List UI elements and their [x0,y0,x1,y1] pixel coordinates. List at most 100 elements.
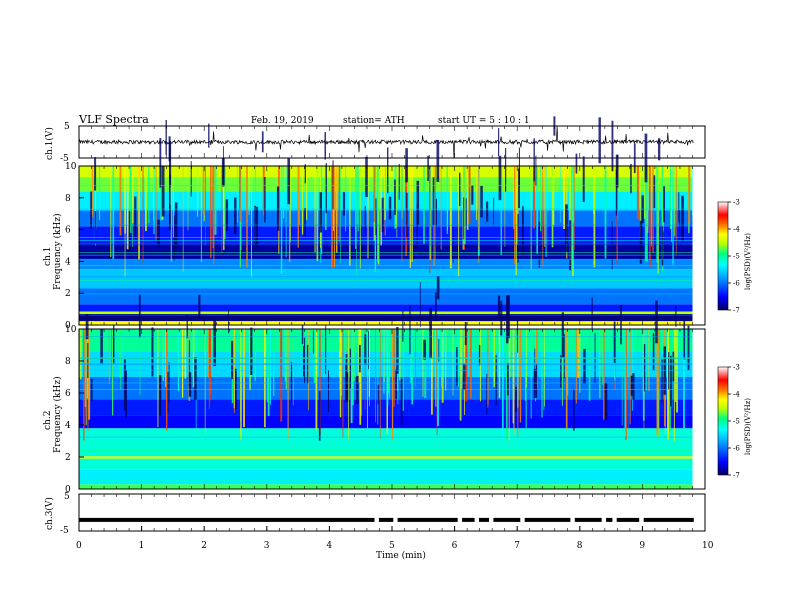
ch3-frame [78,493,706,532]
spectrogram-streak [221,166,223,254]
spectrogram-gap [208,123,210,148]
spectrogram-streak [157,329,159,427]
spectrogram-streak [153,166,154,221]
spectrogram-line [79,389,693,390]
spectrogram-streak [544,329,545,407]
ch2-spectrogram-ytick-label: 0 [65,485,71,495]
spectrogram-line [79,314,693,316]
spectrogram-line [79,293,693,295]
spectrogram-gap [620,304,622,345]
spectrogram-gap [658,138,661,161]
x-tick-label: 3 [264,541,270,551]
spectrogram-streak [160,166,163,221]
spectrogram-streak [593,166,596,268]
spectrogram-streak [512,329,514,424]
spectrogram-streak [452,329,454,396]
spectrogram-streak [437,329,439,427]
spectrogram-streak [468,166,471,224]
spectrogram-line [79,358,693,359]
spectrogram-gap [113,325,115,364]
spectrogram-streak [636,166,639,220]
spectrogram-gap [505,148,507,192]
spectrogram-streak [661,166,664,271]
spectrogram-gap [506,295,509,344]
spectrogram-streak [112,166,115,260]
spectrogram-gap [261,131,264,153]
spectrogram-streak [616,166,618,264]
spectrogram-gap [94,157,97,191]
spectrogram-streak [391,329,394,440]
spectrogram-empty [692,329,705,489]
ch3-trace [79,517,694,522]
spectrogram-gap [368,331,369,370]
spectrogram-line [79,436,693,438]
spectrogram-streak [563,166,566,229]
spectrogram-gap [231,340,234,380]
spectrogram-streak [224,166,226,239]
ch2-colorbar-label: log(PSD)(V²/Hz) [744,398,752,455]
spectrogram-streak [92,166,94,218]
spectrogram-streak [631,329,633,411]
spectrogram-streak [478,166,480,250]
spectrogram-gap [462,363,466,390]
spectrogram-streak [285,166,287,258]
spectrogram-gap [518,147,520,187]
ch3-trace-segment [574,517,602,522]
spectrogram-streak [239,166,241,222]
spectrogram-gap [681,195,684,242]
spectrogram-gap [264,177,266,223]
spectrogram-gap [534,348,536,389]
spectrogram-gap [318,391,321,441]
spectrogram-streak [340,166,341,264]
spectrogram-gap [402,310,404,342]
ch3-trace-segment [606,517,613,522]
spectrogram-streak [395,166,397,228]
spectrogram-streak [197,166,199,217]
spectrogram-streak [145,166,147,232]
spectrogram-gap [151,327,154,377]
spectrogram-streak [567,329,569,396]
spectrogram-gap [495,355,497,406]
spectrogram-band [79,484,693,489]
spectrogram-streak [530,166,532,270]
spectrogram-gap [517,316,519,353]
spectrogram-streak [648,329,650,392]
spectrogram-gap [435,292,437,322]
ch2-spectrogram-ylabel-line1: ch.2 [43,411,53,430]
spectrogram-streak [476,166,478,220]
spectrogram-streak [306,166,308,221]
spectrogram-streak [292,329,294,406]
spectrogram-gap [507,362,509,396]
spectrogram-streak [458,166,460,277]
spectrogram-gap [652,333,655,371]
spectrogram-gap [639,220,643,264]
ch1-colorbar-tick-label: -3 [733,199,740,207]
spectrogram-gap [630,164,632,194]
spectrogram-streak [345,166,347,232]
spectrogram-line [79,382,693,384]
spectrogram-gap [423,339,426,360]
spectrogram-gap [507,295,510,339]
spectrogram-line [79,357,693,358]
spectrogram-streak [121,329,123,378]
spectrogram-band [79,458,693,470]
spectrogram-streak [571,166,573,270]
spectrogram-streak [479,329,481,402]
spectrogram-gap [517,213,519,263]
spectrogram-gap [435,198,437,226]
spectrogram-gap [400,378,403,426]
spectrogram-gap [498,155,502,201]
ch1-spectrogram-ylabel-line2: Frequency (kHz) [52,213,63,290]
spectrogram-streak [83,329,85,441]
spectrogram-streak [315,329,318,430]
spectrogram-streak [542,166,544,267]
spectrogram-streak [223,166,225,250]
spectrogram-streak [282,166,285,219]
spectrogram-streak [384,166,386,220]
spectrogram-line [79,364,693,366]
spectrogram-streak [237,166,238,223]
spectrogram-streak [254,166,256,244]
spectrogram-streak [262,166,265,215]
spectrogram-gap [319,192,322,233]
spectrogram-streak [142,166,144,264]
